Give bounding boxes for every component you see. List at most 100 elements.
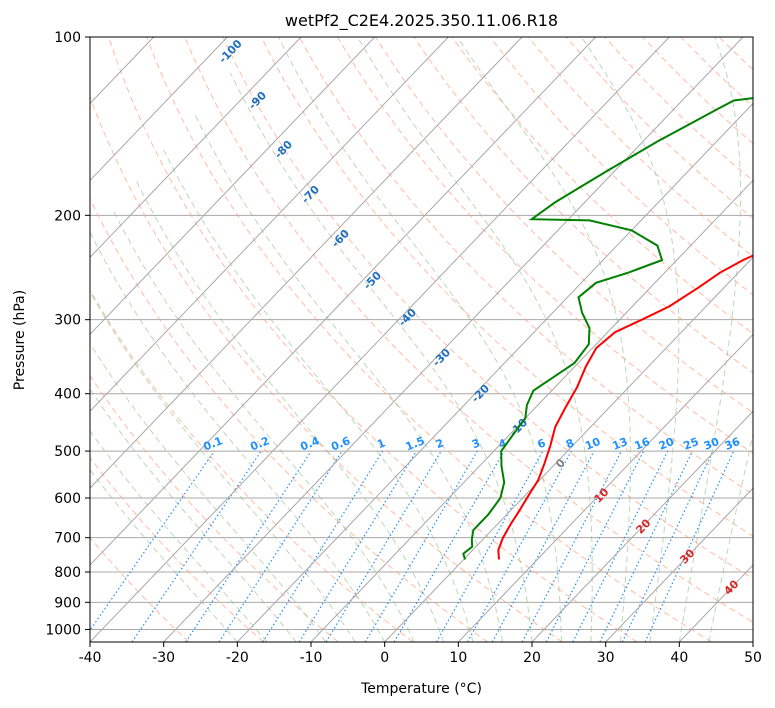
dry-adiabat [375, 37, 753, 414]
mixing-ratio-label: 36 [723, 435, 742, 453]
moist-adiabat [708, 431, 753, 642]
dry-adiabat [489, 37, 753, 296]
moist-adiabat [90, 388, 297, 642]
y-axis-label: Pressure (hPa) [12, 290, 28, 390]
mixing-ratio-label: 13 [611, 435, 630, 453]
isotherm [605, 487, 753, 642]
y-tick-label: 1000 [45, 622, 81, 638]
mixing-ratio-line [262, 450, 384, 642]
y-tick-label: 400 [54, 387, 81, 403]
y-tick-label: 600 [54, 491, 81, 507]
isotherm-lines [90, 37, 753, 642]
mixing-ratio-line [435, 450, 544, 642]
isotherm [90, 37, 449, 412]
y-tick-label: 100 [54, 30, 81, 46]
mixing-ratio-line [491, 450, 595, 642]
x-axis-label: Temperature (°C) [360, 681, 482, 697]
temperature-profile-line [497, 254, 753, 560]
dry-adiabat [260, 37, 753, 537]
dry-adiabat [337, 37, 753, 454]
isotherm [90, 37, 302, 259]
y-tick-label: 300 [54, 313, 81, 329]
chart-title: wetPf2_C2E4.2025.350.11.06.R18 [285, 11, 558, 31]
isotherm [384, 256, 753, 642]
mixing-ratio-label: 8 [564, 436, 576, 451]
moist-adiabat [456, 37, 631, 642]
moist-adiabats [90, 37, 753, 642]
moist-adiabat [90, 468, 238, 642]
moist-adiabat [90, 231, 386, 642]
isotherm [90, 37, 228, 182]
moist-adiabat [90, 429, 268, 642]
y-tick-label: 200 [54, 208, 81, 224]
mixing-ratio-line [364, 450, 478, 642]
moist-adiabat [90, 290, 356, 642]
isotherm [531, 410, 753, 642]
x-tick-label: 30 [597, 650, 615, 666]
x-tick-label: 50 [744, 650, 762, 666]
mixing-ratio-label: 20 [657, 435, 676, 453]
mixing-ratio-label: 16 [633, 435, 652, 453]
isotherm [90, 37, 597, 566]
mixing-ratio-line [298, 450, 417, 642]
y-tick-label: 700 [54, 531, 81, 547]
moist-adiabat [230, 72, 533, 642]
plot-area: 0.1 0.2 0.4 0.6 1 1.5 2 3 4 6 8 10 13 16 20 25 30 36-100-… [90, 37, 753, 642]
plot-frame [89, 36, 754, 643]
x-tick-label: 20 [523, 650, 541, 666]
mixing-ratio-label: 2 [434, 436, 446, 451]
x-tick-label: -30 [152, 650, 175, 666]
mixing-ratio-line [218, 450, 343, 642]
mixing-ratio-line [599, 450, 693, 642]
mixing-ratio-label: 25 [682, 435, 701, 453]
x-axis-ticks: -40 -30 -20 -10 0 10 20 30 40 50 [79, 642, 762, 666]
dry-adiabat [451, 37, 753, 335]
dry-adiabat [108, 37, 638, 642]
x-tick-label: -40 [79, 650, 102, 666]
dry-adiabat [90, 197, 488, 642]
mixing-ratio-line [393, 450, 505, 642]
moist-adiabat [194, 113, 503, 642]
mixing-ratio-label: 1 [375, 436, 387, 451]
dry-adiabat [90, 456, 264, 642]
isotherm [90, 37, 670, 642]
dry-adiabat [90, 95, 563, 642]
moist-adiabat [357, 37, 593, 642]
isotherm [90, 37, 376, 336]
x-tick-label: 10 [449, 650, 467, 666]
mixing-ratio-line [325, 450, 442, 642]
isotherm [90, 37, 523, 489]
moist-adiabat [581, 37, 680, 642]
y-tick-label: 500 [54, 444, 81, 460]
y-tick-label: 800 [54, 565, 81, 581]
x-tick-label: 40 [670, 650, 688, 666]
mixing-ratio-line [644, 450, 735, 642]
x-tick-label: -20 [226, 650, 249, 666]
dry-adiabat [298, 37, 753, 495]
mixing-ratio-label: 3 [470, 436, 482, 451]
mixing-ratio-line [466, 450, 572, 642]
moist-adiabat [678, 37, 741, 642]
isotherm [457, 333, 753, 642]
x-tick-label: -10 [300, 650, 323, 666]
plot-background [90, 37, 753, 642]
moist-adiabat [277, 37, 562, 642]
dewpoint-profile-line [462, 97, 753, 560]
dry-adiabat [222, 37, 753, 580]
y-tick-label: 900 [54, 595, 81, 611]
isotherm [163, 37, 744, 642]
moist-adiabat [90, 342, 327, 642]
y-axis-ticks: 1000 900 800 700 600 500 400 300 200 100 [45, 30, 90, 638]
mixing-ratio-line [131, 450, 262, 642]
moist-adiabat [111, 208, 415, 642]
mixing-ratio-lines [90, 450, 735, 642]
dry-adiabat [413, 37, 753, 374]
dry-adiabat [184, 37, 753, 623]
mixing-ratio-line [621, 450, 714, 642]
moist-adiabat [163, 149, 474, 642]
mixing-ratio-label: 10 [583, 435, 602, 453]
mixing-ratio-line [90, 450, 215, 632]
isotherm [310, 179, 753, 642]
mixing-ratio-label: 30 [702, 435, 721, 453]
